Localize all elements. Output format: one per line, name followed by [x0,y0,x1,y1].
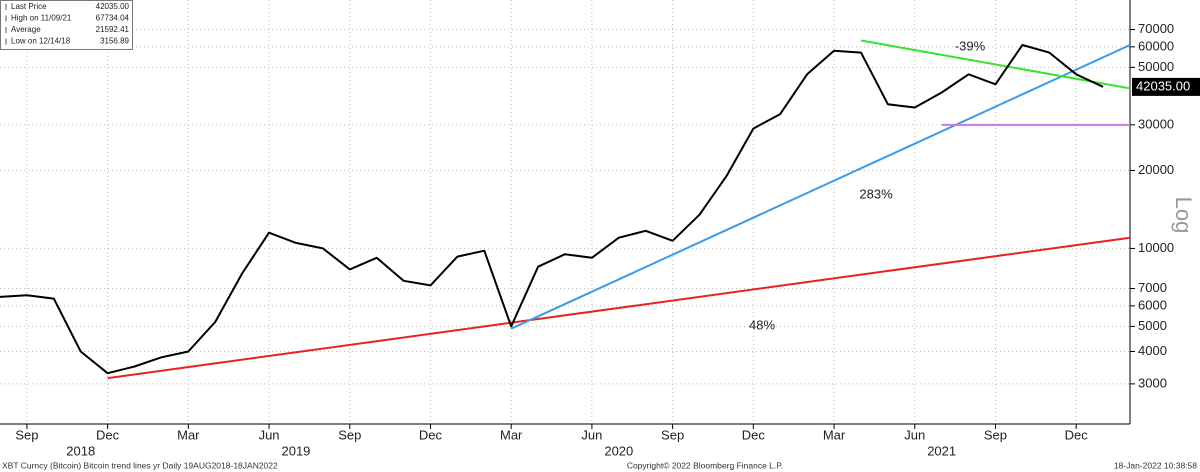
y-tick-label: 50000 [1138,59,1174,74]
y-tick-label: 10000 [1138,240,1174,255]
y-tick-label: 20000 [1138,162,1174,177]
x-tick-label: Mar [177,427,200,442]
footer-left: XBT Curncy (Bitcoin) Bitcoin trend lines… [2,460,278,470]
x-tick-label: Jun [259,427,280,442]
legend-value: 67734.04 [96,14,130,23]
year-label: 2020 [604,443,633,458]
y-axis-label: Log [1171,197,1196,234]
footer-right: 18-Jan-2022 10:38:58 [1114,460,1197,470]
annotation: 48% [749,317,775,332]
legend-box [0,0,133,50]
trend-line [107,236,1131,380]
year-label: 2019 [281,443,310,458]
x-tick-label: Sep [661,427,684,442]
y-tick-label: 30000 [1138,116,1174,131]
legend-value: 21592.41 [96,25,130,34]
legend-label: Low on 12/14/18 [11,37,71,46]
x-tick-label: Dec [1065,427,1089,442]
x-tick-label: Sep [15,427,38,442]
y-tick-label: 4000 [1138,343,1167,358]
x-tick-label: Dec [742,427,766,442]
trend-line [510,44,1131,330]
x-tick-label: Dec [96,427,120,442]
footer-center: Copyright© 2022 Bloomberg Finance L.P. [627,460,783,470]
y-tick-label: 60000 [1138,38,1174,53]
legend-label: Last Price [11,2,47,11]
annotation: 283% [859,186,893,201]
trend-line [860,39,1131,90]
y-tick-label: 3000 [1138,375,1167,390]
price-line [0,44,1104,375]
x-tick-label: Sep [984,427,1007,442]
legend-value: 3156.89 [100,37,129,46]
x-tick-label: Mar [500,427,523,442]
x-tick-label: Jun [581,427,602,442]
y-tick-label: 70000 [1138,21,1174,36]
annotation: -39% [955,38,986,53]
y-tick-label: 5000 [1138,318,1167,333]
last-price-label: 42035.00 [1136,78,1190,93]
legend-label: High on 11/09/21 [11,14,72,23]
year-label: 2018 [66,443,95,458]
x-tick-label: Mar [823,427,846,442]
legend-value: 42035.00 [96,2,130,11]
y-tick-label: 7000 [1138,280,1167,295]
y-tick-label: 6000 [1138,297,1167,312]
last-price-box [1132,77,1200,96]
x-tick-label: Dec [419,427,443,442]
x-tick-label: Sep [338,427,361,442]
x-tick-label: Jun [904,427,925,442]
year-label: 2021 [927,443,956,458]
legend-label: Average [11,25,41,34]
